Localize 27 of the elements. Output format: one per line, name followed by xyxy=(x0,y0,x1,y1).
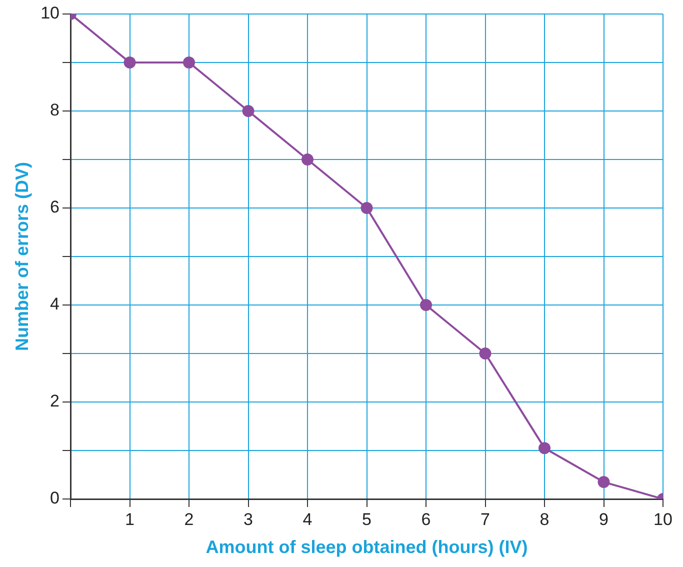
point xyxy=(242,105,254,117)
x-tick-label: 7 xyxy=(480,510,490,529)
x-tick-label: 1 xyxy=(125,510,134,529)
x-tick-label: 10 xyxy=(654,510,672,529)
x-tick-label: 9 xyxy=(599,510,608,529)
x-tick-label: 5 xyxy=(362,510,372,529)
point xyxy=(598,476,610,488)
point xyxy=(302,154,314,166)
y-tick-label: 2 xyxy=(50,392,60,411)
point xyxy=(420,299,432,311)
x-tick-label: 8 xyxy=(540,510,550,529)
y-tick-label: 0 xyxy=(50,488,60,508)
x-tick-label: 3 xyxy=(244,510,253,529)
x-axis-title: Amount of sleep obtained (hours) (IV) xyxy=(206,537,528,558)
x-tick-label: 2 xyxy=(184,510,194,529)
y-axis-title: Number of errors (DV) xyxy=(12,162,32,352)
x-tick-label: 6 xyxy=(421,510,431,529)
y-tick-label: 6 xyxy=(50,198,60,217)
point xyxy=(479,348,492,360)
point xyxy=(538,442,550,454)
point xyxy=(124,56,136,68)
point xyxy=(360,202,373,214)
point xyxy=(183,56,196,68)
y-tick-label: 4 xyxy=(50,294,60,314)
x-tick-label: 4 xyxy=(302,510,312,529)
y-tick-label: 8 xyxy=(50,100,60,120)
y-tick-label: 10 xyxy=(40,4,60,23)
